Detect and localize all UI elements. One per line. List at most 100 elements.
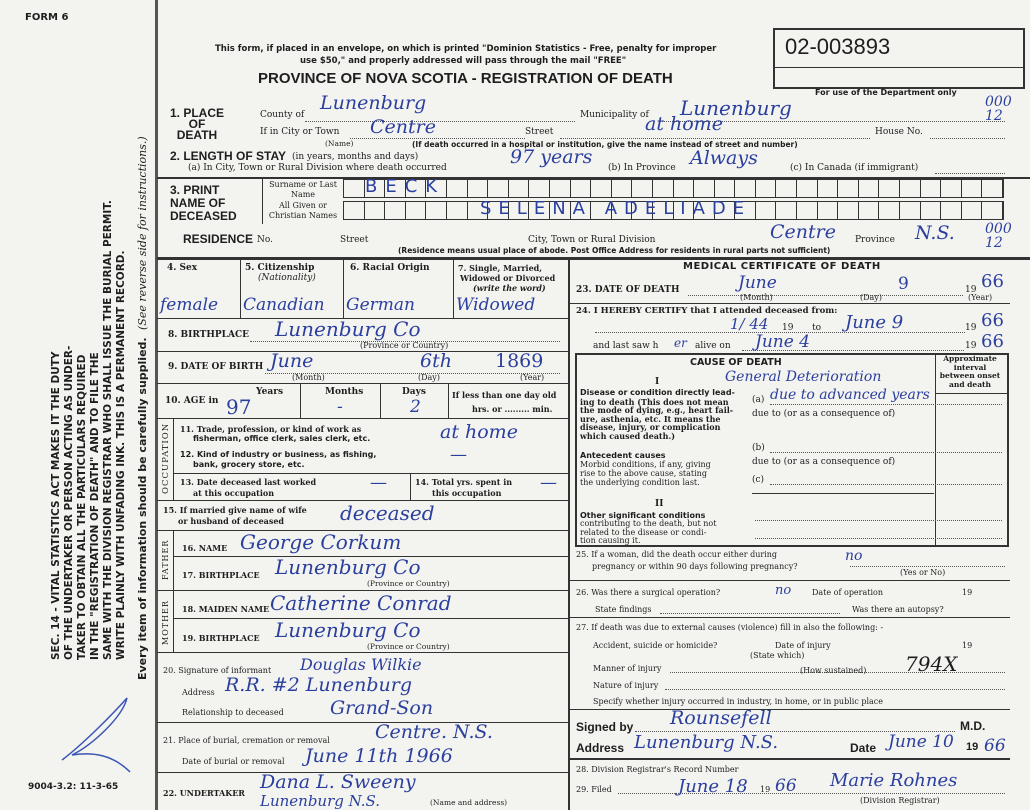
county-label: County of [260, 110, 305, 120]
print-name-label: 3. PRINT NAME OF DECEASED [170, 183, 237, 223]
part-two-label: II [655, 499, 664, 509]
letter-box [653, 202, 674, 219]
q26-label: 26. Was there a surgical operation? [576, 588, 721, 597]
md-label: M.D. [960, 719, 986, 733]
nature-label: Nature of injury [593, 681, 659, 690]
letter-box [962, 180, 983, 197]
direct-cause-note: Disease or condition directly lead-ing t… [580, 388, 735, 441]
length-of-stay-label: 2. LENGTH OF STAY [170, 149, 287, 163]
findings-label: State findings [595, 605, 652, 614]
city-value: Centre [370, 116, 436, 138]
name-hint: (Name) [325, 139, 354, 148]
act-line: OF THE UNDERTAKER OR PERSON ACTING AS UN… [63, 345, 75, 660]
dob-year-value: 1869 [495, 350, 544, 372]
undertaker-label: 22. UNDERTAKER [163, 788, 245, 798]
physician-address-label: Address [576, 741, 625, 755]
operation-date-label: Date of operation [812, 588, 884, 597]
letter-box [776, 180, 798, 197]
act-line: IN THE "REGISTRATION OF DEATH" AND TO FI… [89, 352, 101, 660]
letter-box [694, 202, 715, 219]
stay-hint: (in years, months and days) [292, 152, 419, 162]
letter-box [674, 202, 695, 219]
other-conditions-note: contributing to the death, but not relate… [580, 519, 717, 545]
birthplace-value: Lunenburg Co [275, 317, 421, 341]
dob-label: 9. DATE OF BIRTH [168, 362, 264, 372]
letter-box [406, 202, 427, 219]
day-hint: (Day) [418, 373, 440, 382]
informant-address-label: Address [182, 688, 215, 697]
letter-box [612, 202, 633, 219]
house-label: House No. [875, 127, 923, 137]
given-names-value: SELENA ADELIADE [480, 198, 752, 219]
letter-box [632, 202, 653, 219]
father-birthplace-label: 17. BIRTHPLACE [182, 570, 260, 580]
letter-box [488, 180, 509, 197]
occupation-side-label: OCCUPATION [161, 422, 171, 494]
letter-box [612, 180, 633, 197]
burial-place-value: Centre. N.S. [375, 721, 493, 743]
stay-city-value: 97 years [510, 146, 593, 168]
letter-box [694, 180, 715, 197]
age-years-value: 97 [226, 395, 252, 419]
cause-a-value: General Deterioration [725, 369, 882, 385]
form-number: FORM 6 [25, 12, 69, 23]
stay-canada-label: (c) In Canada (if immigrant) [790, 163, 919, 173]
mother-birthplace-label: 19. BIRTHPLACE [182, 633, 260, 643]
letter-box [715, 202, 736, 219]
year-prefix: 19 [965, 323, 977, 333]
year-hint: (Year) [520, 373, 545, 382]
letter-box [653, 180, 674, 197]
record-number-label: 28. Division Registrar's Record Number [576, 765, 739, 774]
cause-c-label: (c) [752, 475, 765, 485]
attended-to-value: June 9 [845, 312, 904, 333]
year-prefix: 19 [962, 641, 973, 650]
medical-heading: MEDICAL CERTIFICATE OF DEATH [683, 261, 881, 272]
accident-label: Accident, suicide or homicide? [593, 641, 718, 650]
registration-number: 02-003893 [785, 34, 891, 59]
other-conditions-title: Other significant conditions [580, 511, 706, 520]
manner-label: Manner of injury [593, 664, 662, 673]
q12-label: 12. Kind of industry or business, as fis… [180, 450, 377, 459]
province-hint: (Province or Country) [367, 642, 450, 651]
months-label: Months [325, 387, 364, 397]
print-code: 9004-3.2: 11-3-65 [28, 782, 119, 792]
stay-province-value: Always [690, 147, 758, 169]
year-prefix: 19 [966, 741, 979, 753]
letter-box [735, 180, 756, 197]
letter-box [921, 202, 942, 219]
letter-box [838, 180, 859, 197]
marital-label: 7. Single, Married, [458, 263, 543, 273]
year-prefix: 19 [782, 323, 794, 333]
notice-line: use $50," and properly addressed will pa… [300, 56, 627, 66]
marital-hint: (write the word) [473, 283, 546, 293]
letter-box [488, 202, 509, 219]
act-line: WRITE PLAINLY WITH UNFADING INK. THIS IS… [115, 250, 127, 661]
letter-box [756, 180, 777, 197]
letter-box [797, 202, 818, 219]
surname-label: Surname or Last Name [269, 180, 337, 199]
letter-box [818, 180, 839, 197]
q15-label: 15. If married give name of wife [163, 505, 307, 515]
municipality-value: Lunenburg [680, 96, 792, 120]
mother-name-label: 18. MAIDEN NAME [182, 604, 270, 614]
relationship-label: Relationship to deceased [182, 708, 284, 717]
last-saw-label: and last saw h [593, 341, 659, 351]
q25-label: 25. If a woman, did the death occur eith… [576, 550, 778, 559]
county-value: Lunenburg [320, 92, 427, 114]
attended-from-value: 1/ 44 [730, 315, 769, 333]
letter-box [344, 202, 365, 219]
see-reverse-note: (See reverse side for instructions.) [136, 136, 149, 330]
year-prefix: 19 [760, 785, 771, 794]
q25-label: pregnancy or within 90 days following pr… [592, 562, 798, 571]
dod-month-value: June [738, 273, 777, 293]
margin-divider [155, 0, 158, 810]
letter-box [941, 180, 962, 197]
undertaker-address-value: Lunenburg N.S. [260, 792, 381, 810]
father-birthplace-value: Lunenburg Co [275, 555, 421, 579]
industry-value: — [450, 445, 467, 465]
informant-signature: Douglas Wilkie [300, 655, 422, 674]
last-saw-pronoun: er [674, 336, 687, 350]
cause-of-death-box [575, 353, 1009, 547]
letter-box [509, 180, 530, 197]
cause-a-detail: due to advanced years [770, 387, 930, 403]
